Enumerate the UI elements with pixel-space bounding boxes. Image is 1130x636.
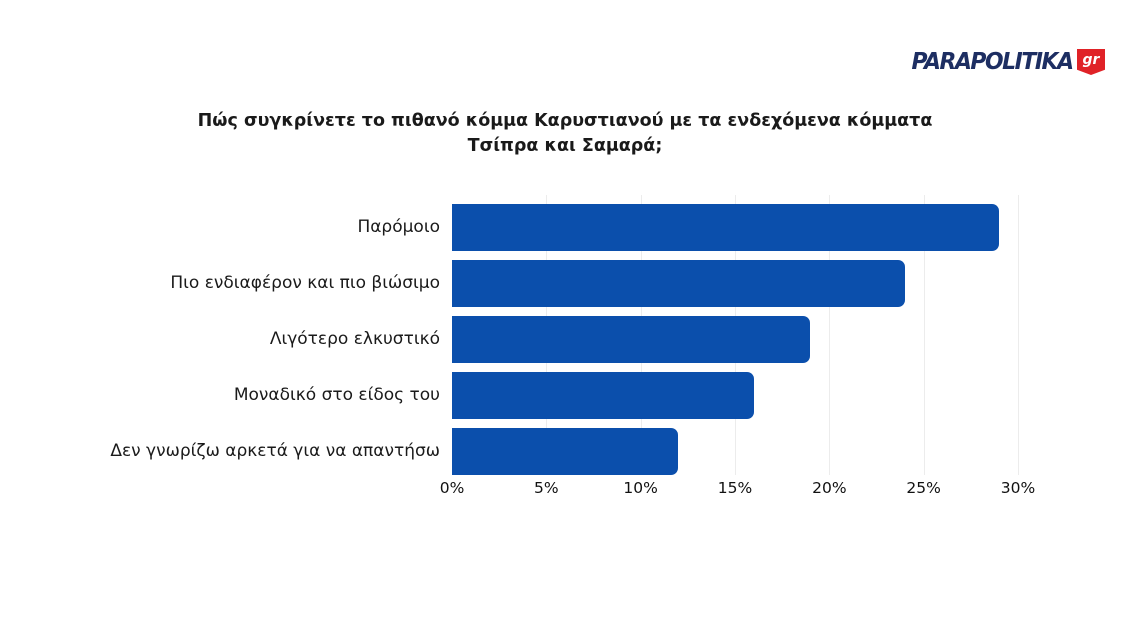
bar-row: Δεν γνωρίζω αρκετά για να απαντήσω (0, 428, 1130, 475)
bar-row: Παρόμοιο (0, 204, 1130, 251)
bar-row: Πιο ενδιαφέρον και πιο βιώσιμο (0, 260, 1130, 307)
bar-row: Μοναδικό στο είδος του (0, 372, 1130, 419)
bar-16% (452, 372, 754, 419)
logo-badge-label: gr (1082, 52, 1100, 68)
bar-row: Λιγότερο ελκυστικό (0, 316, 1130, 363)
x-tick-label: 15% (717, 479, 753, 497)
x-tick-label: 20% (812, 479, 847, 497)
bar-24% (452, 260, 905, 307)
gridline-30 (1018, 195, 1019, 475)
category-label: Μοναδικό στο είδος του (233, 385, 440, 405)
logo-text: PARAPOLITIKA (911, 48, 1075, 75)
gridline-20 (829, 195, 831, 475)
category-label: Δεν γνωρίζω αρκετά για να απαντήσω (110, 441, 440, 461)
x-tick-label: 0% (439, 479, 465, 497)
x-tick-label: 30% (1000, 479, 1036, 497)
category-label: Λιγότερο ελκυστικό (269, 329, 440, 349)
parapolitika-logo: PARAPOLITIKA gr (903, 48, 1105, 76)
bar-19% (452, 316, 811, 363)
x-tick-label: 25% (906, 479, 941, 497)
gridline-25 (923, 195, 925, 475)
bar-29% (452, 204, 1000, 251)
category-label: Παρόμοιο (357, 217, 440, 237)
category-label: Πιο ενδιαφέρον και πιο βιώσιμο (170, 273, 440, 293)
x-tick-label: 5% (534, 479, 559, 497)
chart-title: Πώς συγκρίνετε το πιθανό κόμμα Καρυστιαν… (197, 111, 933, 156)
logo-gr-badge: gr (1077, 49, 1105, 75)
bar-12% (452, 428, 679, 475)
x-tick-label: 10% (623, 479, 658, 497)
